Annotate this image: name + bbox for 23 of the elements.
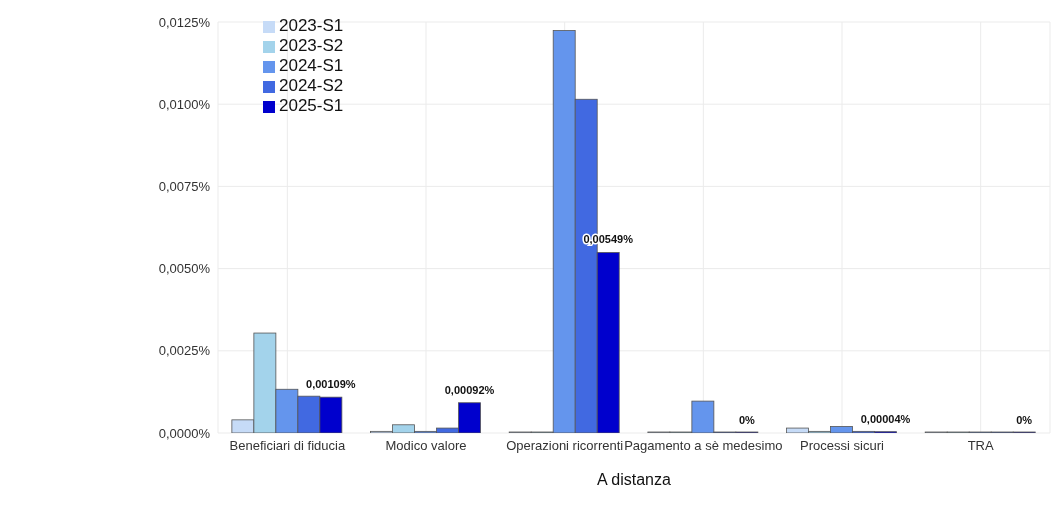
y-tick-label: 0,0025% — [158, 343, 211, 359]
x-tick-label: Operazioni ricorrenti — [506, 438, 624, 454]
x-tick-label: Beneficiari di fiducia — [229, 438, 346, 454]
x-tick-label: Processi sicuri — [800, 438, 885, 454]
y-tick-label: 0,0125% — [158, 14, 211, 30]
legend-label: 2023-S1 — [279, 16, 344, 35]
data-label: 0% — [738, 414, 756, 426]
x-axis-title: A distanza — [597, 471, 672, 488]
x-tick-label: Pagamento a sè medesimo — [624, 438, 783, 454]
legend-label: 2025-S1 — [279, 96, 344, 115]
data-label: 0,00004% — [860, 412, 911, 425]
y-tick-label: 0,0100% — [158, 96, 211, 112]
legend-label: 2024-S2 — [279, 76, 344, 95]
y-tick-label: 0,0000% — [158, 425, 211, 441]
data-label: 0,00092% — [444, 383, 495, 396]
x-tick-label: TRA — [967, 438, 994, 454]
data-label: 0% — [1016, 414, 1033, 426]
y-tick-label: 0,0050% — [158, 261, 211, 277]
legend-label: 2023-S2 — [279, 36, 344, 55]
data-label: 0,00109% — [306, 378, 356, 391]
y-tick-label: 0,0075% — [158, 179, 211, 195]
x-tick-label: Modico valore — [385, 438, 467, 454]
legend-label: 2024-S1 — [279, 56, 344, 75]
